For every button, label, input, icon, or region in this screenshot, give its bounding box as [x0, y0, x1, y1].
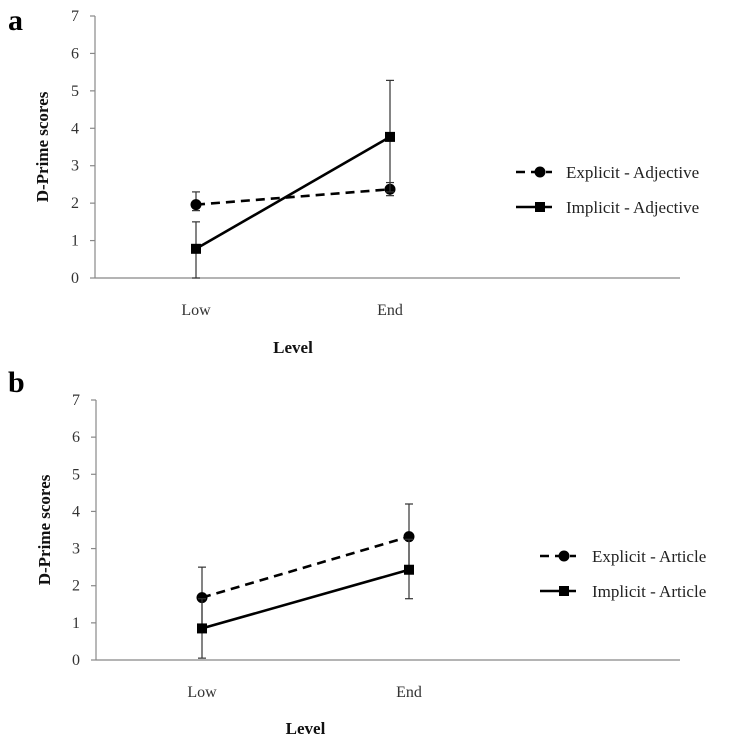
panel-label: a	[8, 4, 23, 37]
legend: Explicit - Adjective Implicit - Adjective	[516, 163, 699, 217]
chart-panel-b: b 0 1 2 3 4 5 6 7 Low End Level D-Prime scores Explic…	[8, 366, 706, 738]
panel-label: b	[8, 366, 25, 399]
y-tick-label: 7	[71, 8, 79, 25]
y-tick-label: 5	[71, 83, 79, 100]
y-tick-label: 1	[72, 615, 80, 632]
series-1	[191, 79, 395, 279]
legend-label: Explicit - Adjective	[566, 163, 699, 182]
data-point-circle	[190, 199, 202, 211]
chart-panel-a: a 0 1 2 3 4 5 6 7 Low End Level D-Prime scores Explic…	[8, 4, 699, 357]
y-tick-label: 4	[72, 503, 80, 520]
y-tick-label: 1	[71, 233, 79, 250]
y-tick-label: 6	[71, 45, 79, 62]
legend: Explicit - Article Implicit - Article	[540, 547, 706, 601]
x-tick-label: End	[396, 684, 422, 701]
legend-label: Implicit - Article	[592, 582, 706, 601]
y-axis-title: D-Prime scores	[33, 91, 52, 202]
series-line	[195, 187, 391, 206]
y-tick-label: 2	[71, 195, 79, 212]
data-point-square	[197, 623, 207, 634]
y-tick-label: 3	[71, 158, 79, 175]
data-point-square	[385, 131, 395, 142]
data-point-square	[404, 564, 414, 575]
y-tick-label: 2	[72, 578, 80, 595]
y-axis-title: D-Prime scores	[35, 474, 54, 585]
x-tick-label: End	[377, 302, 403, 319]
series-line	[195, 135, 391, 250]
series-line	[201, 568, 410, 630]
y-tick-label: 0	[71, 270, 79, 287]
legend-marker-circle	[558, 550, 570, 562]
x-axis-title: Level	[286, 719, 326, 738]
legend-marker-circle	[534, 166, 546, 178]
y-tick-label: 6	[72, 429, 80, 446]
legend-marker-square	[535, 202, 545, 212]
series-1	[197, 538, 414, 659]
legend-label: Implicit - Adjective	[566, 198, 699, 217]
data-point-square	[191, 243, 201, 254]
x-tick-label: Low	[187, 684, 217, 701]
legend-marker-square	[559, 586, 569, 596]
series-0	[196, 503, 415, 628]
series-line	[201, 535, 410, 599]
x-tick-label: Low	[181, 302, 211, 319]
data-point-circle	[196, 592, 208, 604]
x-axis-title: Level	[273, 338, 313, 357]
y-tick-label: 0	[72, 652, 80, 669]
y-tick-label: 4	[71, 120, 79, 137]
y-tick-label: 3	[72, 541, 80, 558]
y-tick-label: 7	[72, 392, 80, 409]
y-tick-label: 5	[72, 466, 80, 483]
series-0	[190, 181, 396, 212]
legend-label: Explicit - Article	[592, 547, 706, 566]
